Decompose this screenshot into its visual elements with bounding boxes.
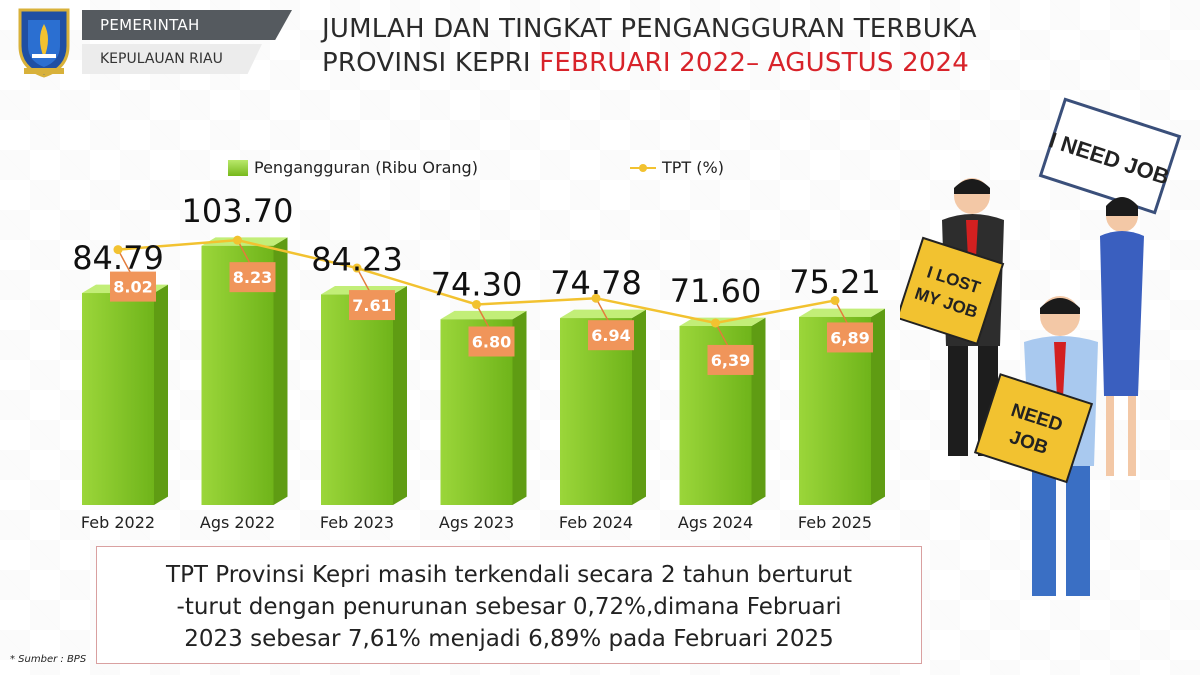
category-label: Feb 2022	[81, 513, 155, 532]
tpt-label-box	[349, 290, 395, 321]
tpt-label-box	[468, 326, 515, 357]
labels-layer: 84.79 Feb 2022 103.70 Ags 2022 84.23 Feb 2023…	[72, 192, 881, 532]
title-line-1: JUMLAH DAN TINGKAT PENGANGGURAN TERBUKA	[322, 14, 977, 44]
tpt-leader	[595, 297, 611, 325]
tpt-label-box	[588, 320, 634, 351]
bar-value-label: 84.23	[311, 240, 403, 278]
title-period: FEBRUARI 2022– AGUSTUS 2024	[539, 48, 970, 78]
bar-side	[393, 286, 407, 505]
tpt-label-box	[707, 344, 754, 375]
tpt-value-label: 6.80	[472, 333, 511, 352]
bar-side	[751, 317, 766, 505]
tpt-point	[711, 318, 720, 328]
tpt-point	[472, 300, 481, 309]
legend-bar-entry: Pengangguran (Ribu Orang)	[228, 158, 478, 177]
tpt-leader	[356, 267, 372, 295]
legend-line-label: TPT (%)	[662, 158, 724, 177]
bar-side	[273, 237, 288, 505]
tpt-label-box	[229, 262, 276, 293]
note-line-2: -turut dengan penurunan sebesar 0,72%,di…	[176, 594, 842, 620]
unemployment-chart: 84.79 Feb 2022 103.70 Ags 2022 84.23 Feb 2023…	[72, 192, 885, 532]
legend-line-entry: TPT (%)	[630, 158, 724, 177]
source-note: * Sumber : BPS	[10, 654, 87, 665]
category-label: Ags 2024	[678, 513, 753, 532]
tpt-value-label: 8.23	[233, 268, 272, 287]
bar-side	[632, 309, 646, 505]
bar-value-label: 75.21	[789, 263, 881, 301]
tpt-line-layer	[113, 235, 850, 350]
legend-bar-label: Pengangguran (Ribu Orang)	[254, 158, 478, 177]
bar-side	[512, 310, 527, 505]
province-label: KEPULAUAN RIAU	[82, 44, 262, 74]
tpt-value-label: 8.02	[113, 278, 152, 297]
summary-note: TPT Provinsi Kepri masih terkendali seca…	[96, 546, 922, 664]
bar	[82, 293, 154, 505]
tpt-leader	[834, 300, 850, 327]
tpt-leader	[117, 249, 133, 276]
page-title: JUMLAH DAN TINGKAT PENGANGGURAN TERBUKA …	[322, 12, 1062, 80]
title-prefix: PROVINSI KEPRI	[322, 48, 540, 78]
tpt-label-box	[110, 271, 156, 302]
tpt-label-box	[827, 322, 873, 353]
tpt-value-label: 6.94	[591, 326, 630, 345]
category-label: Feb 2023	[320, 513, 394, 532]
government-label: PEMERINTAH	[82, 10, 292, 40]
note-line-3: 2023 sebesar 7,61% menjadi 6,89% pada Fe…	[184, 626, 834, 652]
tpt-leader	[236, 239, 253, 267]
bar-side	[871, 308, 885, 505]
legend-bar-swatch	[228, 159, 248, 176]
bar-value-label: 84.79	[72, 239, 164, 277]
bar-value-label: 74.30	[431, 265, 523, 303]
province-emblem-logo	[18, 8, 70, 78]
category-label: Feb 2025	[798, 513, 872, 532]
category-label: Feb 2024	[559, 513, 633, 532]
category-label: Ags 2023	[439, 513, 514, 532]
bar-value-label: 74.78	[550, 264, 642, 302]
tpt-point	[591, 293, 601, 303]
bar-side	[154, 284, 168, 505]
tpt-value-label: 7.61	[352, 296, 391, 315]
title-line-2: PROVINSI KEPRI FEBRUARI 2022– AGUSTUS 20…	[322, 46, 1062, 80]
tpt-leader	[475, 304, 492, 331]
tpt-leader	[714, 322, 731, 350]
bar-value-label: 103.70	[182, 192, 294, 230]
tpt-point	[830, 295, 840, 305]
tpt-value-label: 6,89	[830, 328, 869, 347]
bar-value-label: 71.60	[670, 272, 762, 310]
category-label: Ags 2022	[200, 513, 275, 532]
tpt-value-label: 6,39	[711, 351, 750, 370]
tpt-point	[113, 245, 123, 255]
tpt-point	[233, 235, 242, 245]
bar-top	[560, 309, 646, 319]
legend-line-swatch	[630, 163, 656, 172]
tpt-point	[352, 263, 362, 273]
bar	[321, 294, 393, 505]
note-line-1: TPT Provinsi Kepri masih terkendali seca…	[166, 562, 852, 588]
bar-top	[440, 310, 527, 320]
bars-layer	[82, 237, 885, 505]
job-seekers-illustration: I NEED JOB I LOST MY JOB NEED JOB	[900, 97, 1182, 596]
